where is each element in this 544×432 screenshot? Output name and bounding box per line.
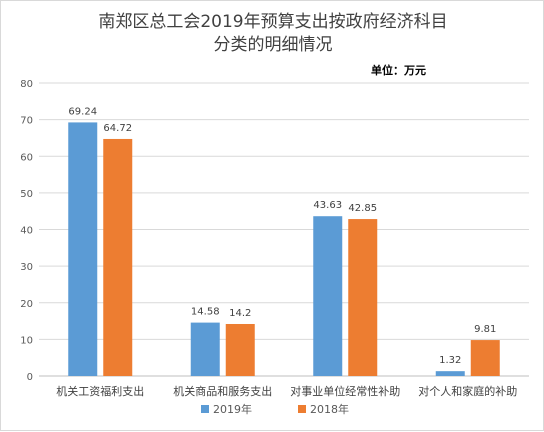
y-tick-label: 80	[20, 79, 33, 90]
bar-2018	[470, 340, 500, 376]
bar-2018	[103, 138, 133, 376]
data-label: 43.63	[313, 200, 342, 211]
bars	[68, 122, 500, 376]
chart-title-line-2: 分类的明细情况	[214, 35, 333, 55]
data-label: 14.58	[191, 307, 220, 318]
y-tick-label: 20	[20, 299, 33, 310]
category-label: 对事业单位经常性补助	[290, 384, 400, 398]
bar-2019	[435, 371, 465, 376]
chart-title-line-1: 南郑区总工会2019年预算支出按政府经济科目	[98, 12, 447, 32]
y-tick-label: 50	[20, 189, 33, 200]
data-label: 69.24	[68, 106, 97, 117]
y-axis-ticks: 0 10 20 30 40 50 60 70 80	[20, 79, 33, 383]
legend-swatch	[201, 405, 209, 413]
category-labels: 机关工资福利支出 机关商品和服务支出 对事业单位经常性补助 对个人和家庭的补助	[56, 384, 517, 398]
legend-label: 2018年	[310, 402, 349, 416]
bar-2018	[348, 219, 378, 376]
data-label: 14.2	[229, 308, 251, 319]
data-label: 64.72	[103, 123, 132, 134]
bar-2019	[190, 322, 220, 376]
category-label: 机关商品和服务支出	[173, 384, 272, 398]
y-tick-label: 30	[20, 262, 33, 273]
legend-label: 2019年	[213, 402, 252, 416]
data-label: 42.85	[348, 203, 377, 214]
y-tick-label: 40	[20, 226, 33, 237]
y-tick-label: 60	[20, 152, 33, 163]
bar-2018	[225, 323, 255, 376]
unit-note: 单位：万元	[371, 63, 426, 77]
data-label: 1.32	[439, 355, 461, 366]
y-tick-label: 0	[27, 372, 33, 383]
y-tick-label: 10	[20, 335, 33, 346]
legend-swatch	[298, 405, 306, 413]
bar-2019	[313, 216, 343, 376]
legend: 2019年 2018年	[201, 402, 349, 416]
bar-2019	[68, 122, 98, 376]
data-label: 9.81	[474, 324, 496, 335]
data-labels: 69.24 64.72 14.58 14.2 43.63 42.85 1.32 9.81	[68, 106, 496, 366]
y-tick-label: 70	[20, 116, 33, 127]
category-label: 对个人和家庭的补助	[418, 384, 517, 398]
category-label: 机关工资福利支出	[56, 384, 144, 398]
